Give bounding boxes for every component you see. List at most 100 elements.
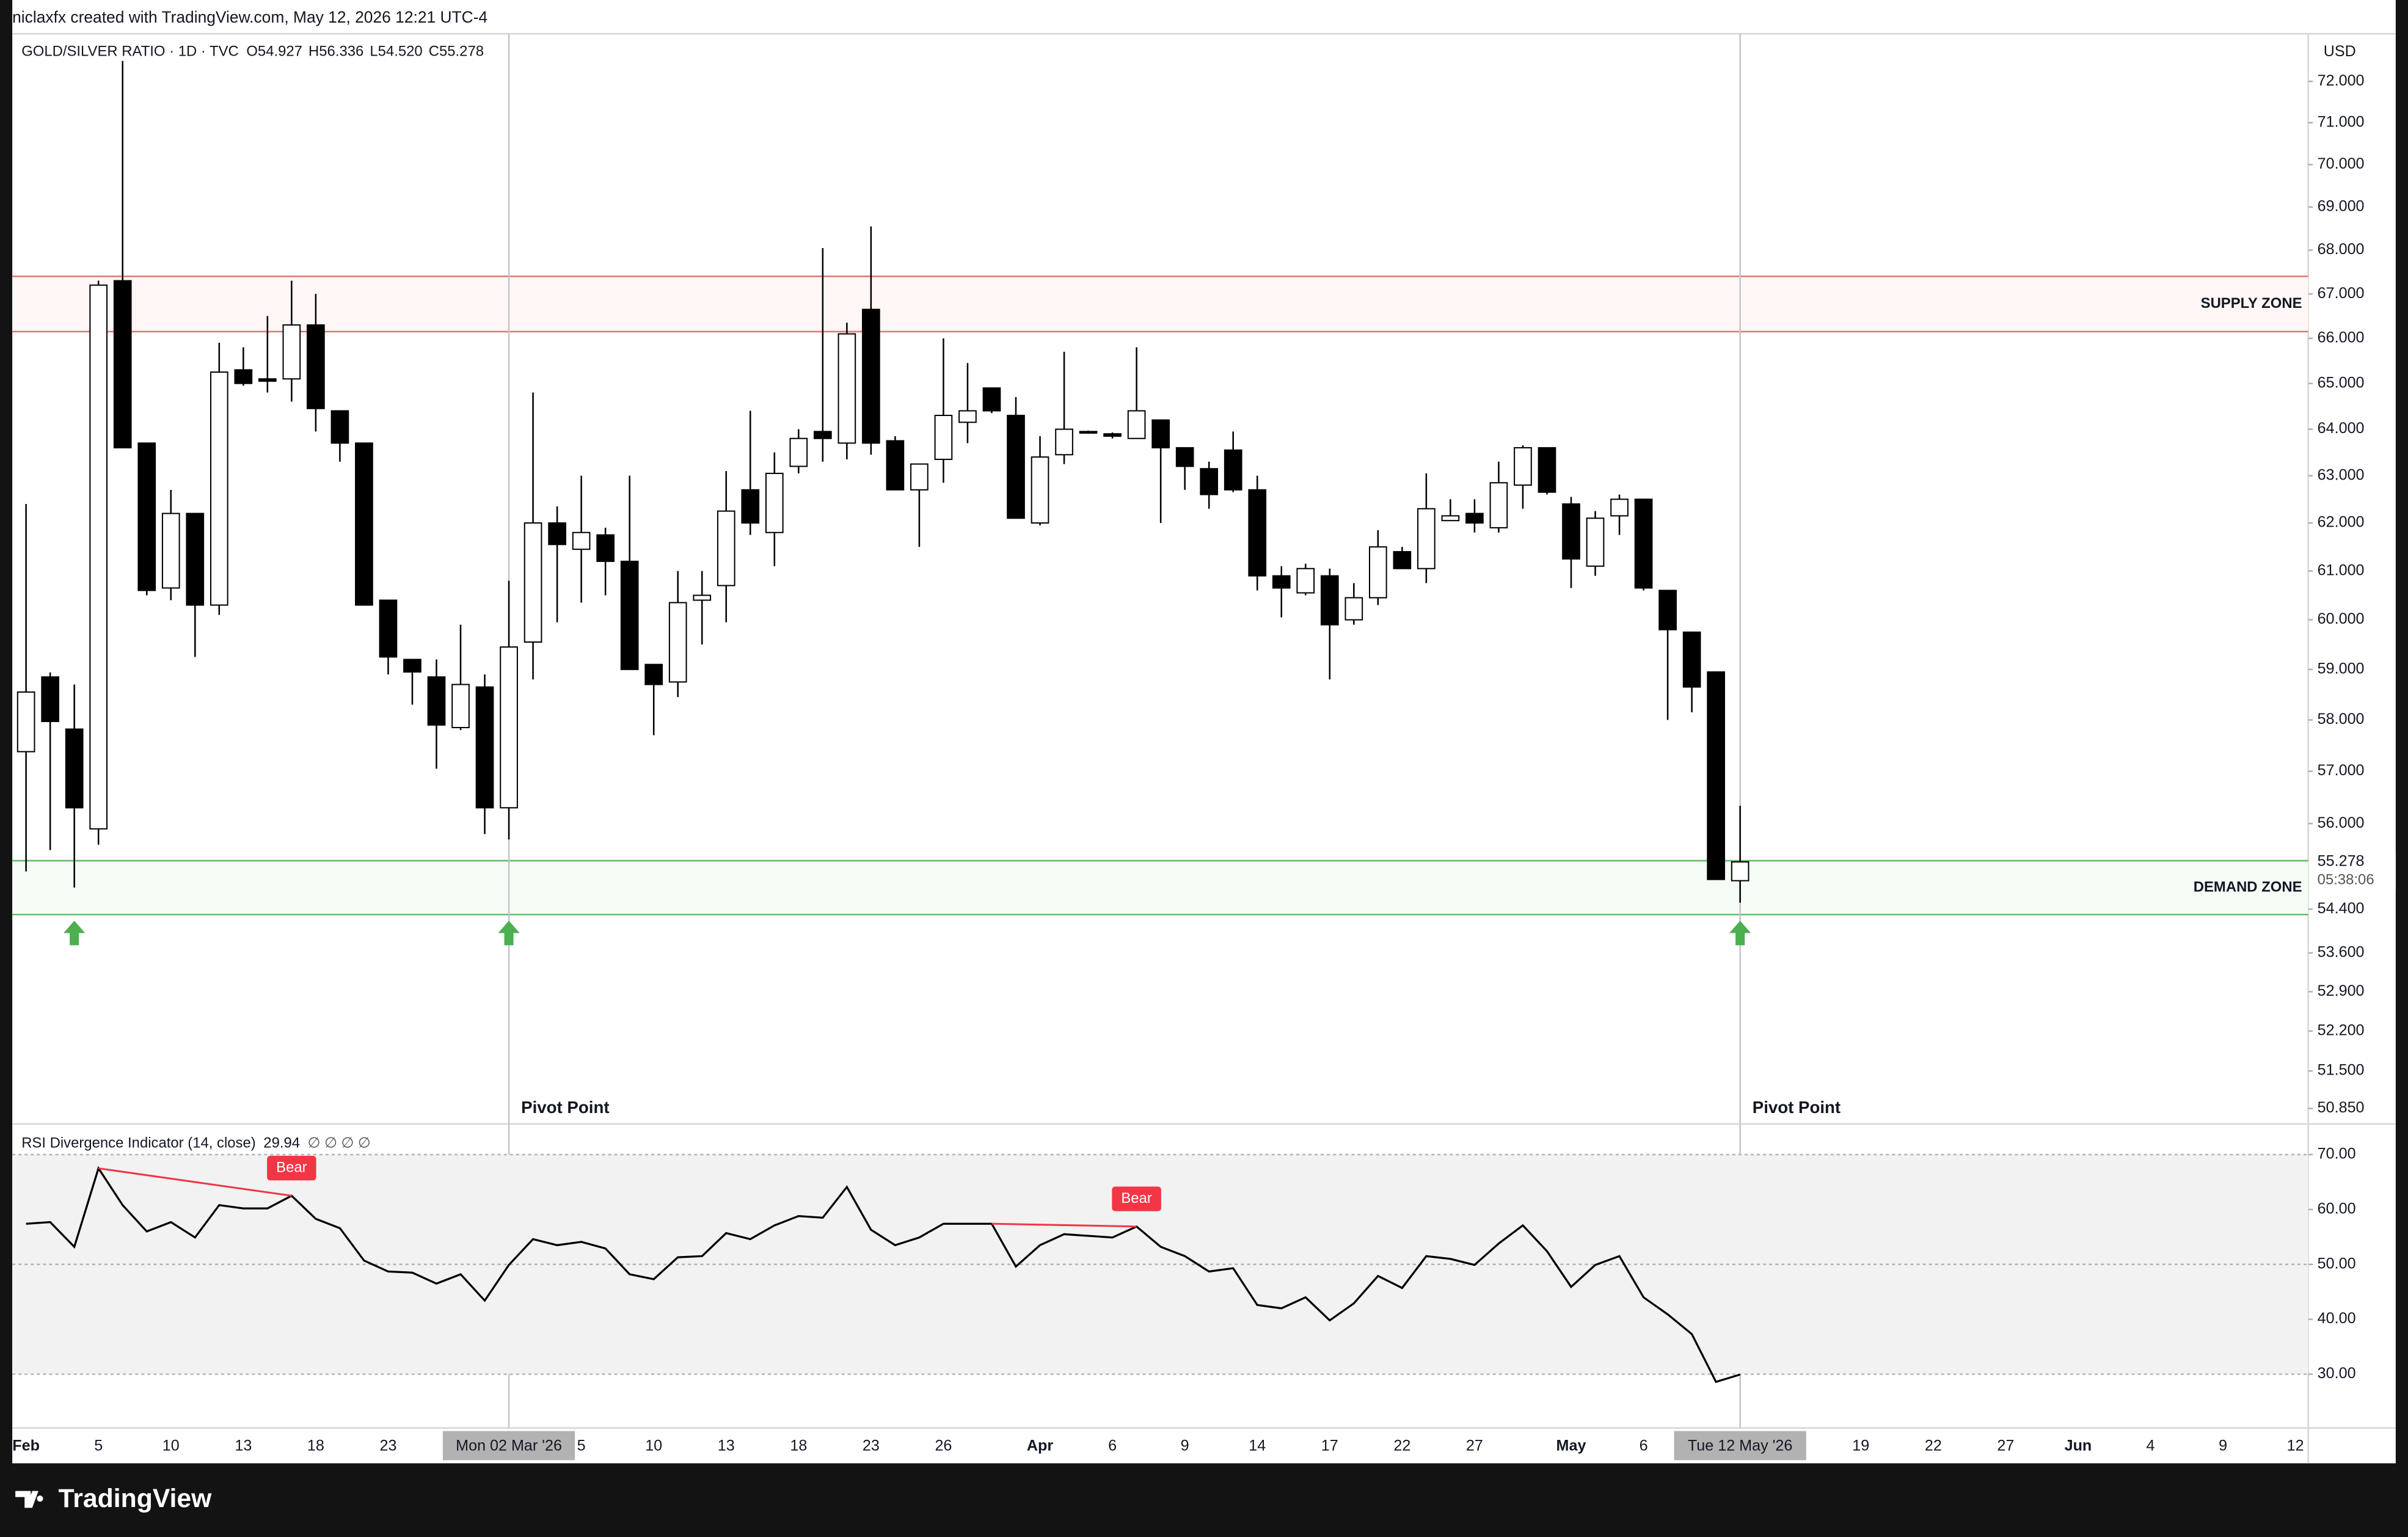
candle-body (1272, 575, 1291, 589)
x-tick-label: 13 (235, 1437, 252, 1454)
signal-arrow (498, 921, 520, 946)
candle-body (862, 308, 880, 444)
y-tick-label: 67.000 (2318, 285, 2365, 302)
x-tick-label: 5 (577, 1437, 586, 1454)
candle-body (1682, 631, 1701, 688)
signal-arrow (1729, 921, 1751, 946)
legend: GOLD/SILVER RATIO · 1D · TVC O54.927 H56.3… (21, 43, 484, 60)
rsi-value: 29.94 (263, 1135, 300, 1152)
candle-body (1200, 468, 1219, 495)
candle-body (1031, 456, 1049, 524)
last-price: 55.278 (2318, 852, 2365, 869)
candle-body (161, 513, 180, 589)
x-tick-label: 10 (645, 1437, 662, 1454)
x-tick-label: 18 (790, 1437, 807, 1454)
rsi-tick-label: 40.00 (2318, 1310, 2356, 1327)
rsi-title: RSI Divergence Indicator (14, close) (21, 1135, 256, 1152)
y-tick-label: 58.000 (2318, 710, 2365, 728)
y-tick-label: 65.000 (2318, 374, 2365, 391)
candle-body (886, 440, 905, 491)
y-tick-label: 51.500 (2318, 1062, 2365, 1079)
candle-body (910, 463, 929, 491)
legend-ohlc: C55.278 (429, 43, 484, 60)
candle-body (379, 599, 398, 658)
candle-body (1368, 546, 1387, 599)
divergence-badge (1112, 1186, 1161, 1211)
candle-body (789, 437, 808, 467)
zone-label: DEMAND ZONE (2194, 878, 2302, 895)
candle-body (475, 686, 494, 809)
candle-body (282, 324, 301, 380)
y-tick-label: 64.000 (2318, 420, 2365, 437)
y-tick-label: 56.000 (2318, 814, 2365, 831)
candle-body (355, 442, 373, 606)
candle-body (620, 560, 639, 670)
y-tick-label: 71.000 (2318, 113, 2365, 130)
rsi-tick-label: 60.00 (2318, 1200, 2356, 1218)
candle-body (1514, 447, 1532, 486)
rsi-legend: RSI Divergence Indicator (14, close) 29.9… (21, 1135, 371, 1152)
x-tick-label: 6 (1640, 1437, 1648, 1454)
candle-body (16, 691, 35, 753)
y-tick-label: 53.600 (2318, 944, 2365, 961)
x-tick-label: 10 (162, 1437, 180, 1454)
x-tick-label: 12 (2287, 1437, 2304, 1454)
zone (12, 860, 2308, 915)
candle-body (572, 531, 591, 550)
logo (15, 1491, 43, 1508)
candle-body (1103, 433, 1122, 437)
y-tick-label: 70.000 (2318, 155, 2365, 172)
chart: SUPPLY ZONE DEMAND ZONE Pivot Point Pivot P… (12, 33, 2396, 1464)
candle-body (1658, 590, 1677, 630)
candle-body (1586, 517, 1605, 567)
candle-body (330, 410, 349, 444)
candle-body (1151, 419, 1170, 448)
x-highlight-label: Tue 12 May '26 (1688, 1437, 1792, 1454)
candle-body (814, 431, 832, 439)
candle-body (1441, 515, 1460, 522)
candle-body (1610, 498, 1629, 517)
divergence-label: Bear (1121, 1190, 1151, 1207)
x-tick-label: 18 (307, 1437, 324, 1454)
y-tick-label: 62.000 (2318, 514, 2365, 531)
brand: TradingView (59, 1484, 213, 1513)
candle-body (1707, 671, 1725, 880)
legend-title: GOLD/SILVER RATIO · 1D · TVC (21, 43, 239, 60)
legend-ohlc: L54.520 (370, 43, 422, 60)
y-tick-label: 50.850 (2318, 1099, 2365, 1116)
x-tick-label: 22 (1393, 1437, 1410, 1454)
candle-body (765, 472, 784, 533)
zone (12, 276, 2308, 332)
candle-body (596, 534, 615, 562)
x-tick-label: 6 (1108, 1437, 1117, 1454)
candle-body (741, 489, 760, 524)
x-tick-label: 23 (863, 1437, 880, 1454)
divergence-line (98, 1167, 292, 1197)
candle-body (210, 371, 228, 606)
x-tick-label: 19 (1852, 1437, 1869, 1454)
divergence-line (991, 1222, 1137, 1228)
x-highlight-bg (442, 1431, 575, 1461)
candle-body (258, 378, 277, 382)
x-tick-label: 22 (1925, 1437, 1942, 1454)
candle-body (644, 663, 663, 685)
candle-body (113, 280, 132, 448)
x-tick-label: 27 (1997, 1437, 2014, 1454)
candle-body (403, 659, 421, 673)
pivot-label: Pivot Point (1753, 1098, 1841, 1117)
candle-body (1224, 449, 1242, 491)
zone-label: SUPPLY ZONE (2201, 295, 2302, 312)
candle-body (1079, 431, 1098, 434)
candle-body (1127, 410, 1146, 439)
candle-body (958, 410, 977, 423)
candle-body (1248, 489, 1267, 577)
x-tick-label: 4 (2147, 1437, 2155, 1454)
candle-body (717, 510, 735, 586)
legend-ohlc: H56.336 (308, 43, 363, 60)
candle-body (1731, 861, 1749, 882)
x-tick-label: 14 (1249, 1437, 1266, 1454)
y-tick-label: 61.000 (2318, 561, 2365, 579)
candle-body (427, 676, 446, 726)
candle-body (934, 414, 953, 460)
